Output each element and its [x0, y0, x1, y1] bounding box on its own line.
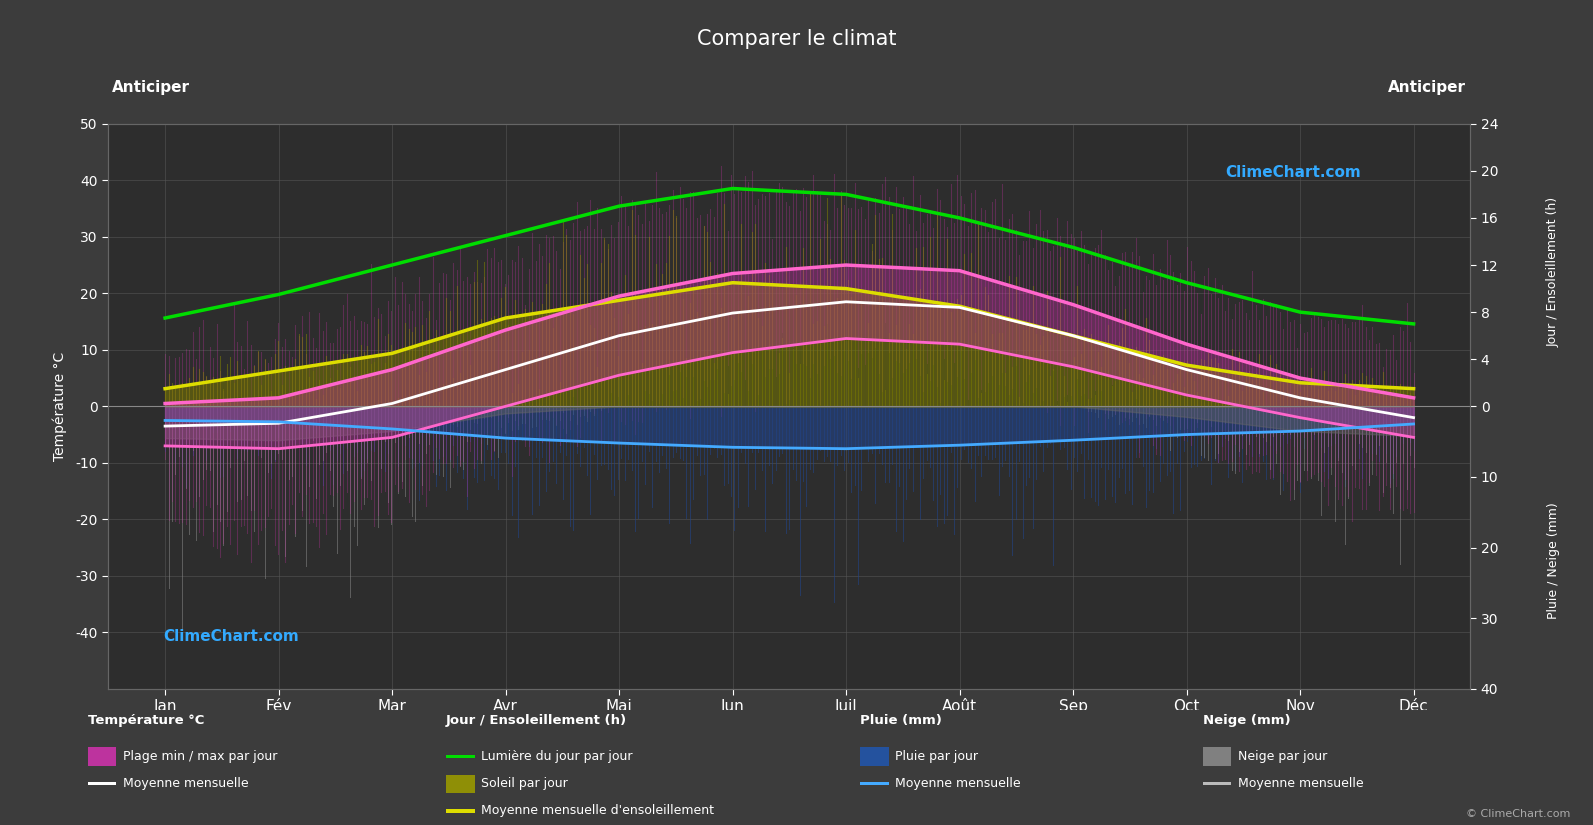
Text: Plage min / max par jour: Plage min / max par jour [123, 750, 277, 763]
Text: Jour / Ensoleillement (h): Jour / Ensoleillement (h) [446, 714, 628, 728]
Text: Anticiper: Anticiper [113, 81, 191, 96]
Text: ClimeChart.com: ClimeChart.com [162, 629, 298, 644]
Text: Jour / Ensoleillement (h): Jour / Ensoleillement (h) [1547, 197, 1560, 347]
Text: Moyenne mensuelle: Moyenne mensuelle [123, 777, 249, 790]
Text: Moyenne mensuelle d'ensoleillement: Moyenne mensuelle d'ensoleillement [481, 804, 714, 818]
Text: Soleil par jour: Soleil par jour [481, 777, 567, 790]
Text: Neige par jour: Neige par jour [1238, 750, 1327, 763]
Text: Pluie (mm): Pluie (mm) [860, 714, 941, 728]
Text: © ClimeChart.com: © ClimeChart.com [1466, 808, 1571, 818]
Text: Moyenne mensuelle: Moyenne mensuelle [895, 777, 1021, 790]
Text: Neige (mm): Neige (mm) [1203, 714, 1290, 728]
Y-axis label: Température °C: Température °C [53, 351, 67, 461]
Text: Température °C: Température °C [88, 714, 204, 728]
Text: Comparer le climat: Comparer le climat [696, 29, 897, 49]
Text: Moyenne mensuelle: Moyenne mensuelle [1238, 777, 1364, 790]
Text: Anticiper: Anticiper [1388, 81, 1466, 96]
Text: Pluie / Neige (mm): Pluie / Neige (mm) [1547, 502, 1560, 620]
Text: Pluie par jour: Pluie par jour [895, 750, 978, 763]
Text: Lumière du jour par jour: Lumière du jour par jour [481, 750, 632, 763]
Text: ClimeChart.com: ClimeChart.com [1225, 165, 1360, 180]
